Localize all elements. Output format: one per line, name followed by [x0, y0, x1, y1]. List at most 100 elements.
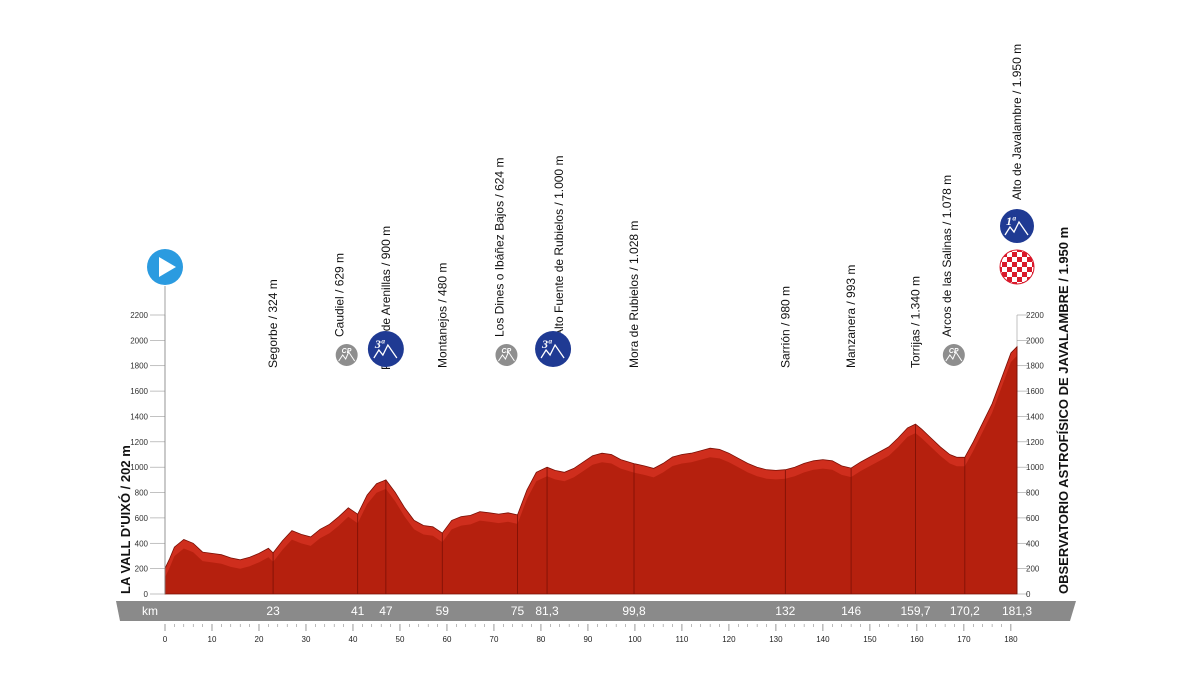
svg-text:CP: CP: [501, 348, 511, 355]
route-point: 23 Segorbe / 324 m: [266, 279, 280, 618]
route-point-name: Torrijas / 1.340 m: [908, 276, 922, 368]
elevation-highlight: [165, 346, 1017, 578]
play-icon: [159, 257, 176, 277]
x-tick-label: 130: [769, 635, 783, 644]
elevation-series: [165, 346, 1017, 594]
route-point: 41 Caudiel / 629 m CP: [333, 253, 365, 618]
route-point: 99,8 Mora de Rubielos / 1.028 m: [622, 221, 646, 618]
y-tick-label-right: 1200: [1026, 438, 1044, 447]
x-tick-label: 140: [816, 635, 830, 644]
sprint-badge-icon: CP: [335, 344, 358, 366]
y-tick-label-right: 200: [1026, 565, 1040, 574]
y-tick-label: 1600: [130, 387, 148, 396]
route-point-name: Montanejos / 480 m: [435, 263, 449, 368]
x-tick-label: 150: [863, 635, 877, 644]
route-point: 146 Manzanera / 993 m: [841, 265, 861, 618]
profile-area: [164, 345, 1018, 595]
x-tick-label: 170: [957, 635, 971, 644]
y-tick-label-right: 400: [1026, 539, 1040, 548]
route-point-name: Caudiel / 629 m: [333, 253, 347, 337]
y-tick-label-right: 2000: [1026, 336, 1044, 345]
svg-text:3ª: 3ª: [374, 337, 385, 351]
left-altitude-axis: 0 200 400 600 800 1000 1200 1400 1600 1800 2000 220…: [130, 311, 166, 599]
y-tick-label: 1800: [130, 362, 148, 371]
y-tick-label: 800: [135, 489, 149, 498]
svg-text:1ª: 1ª: [1006, 214, 1016, 228]
y-tick-label: 600: [135, 514, 149, 523]
km-band-shape: [116, 601, 1076, 621]
route-point-km: 81,3: [535, 604, 559, 618]
route-point-name: Alto Fuente de Rubielos / 1.000 m: [552, 156, 566, 337]
route-point-km: 41: [351, 604, 365, 618]
climb-category-badge-icon: 1ª: [1000, 209, 1034, 243]
y-tick-label-right: 600: [1026, 514, 1040, 523]
climb-category-badge-icon: 3ª: [535, 331, 572, 367]
y-tick-label: 0: [144, 590, 149, 599]
route-point-km: 146: [841, 604, 861, 618]
y-tick-label: 2200: [130, 311, 148, 320]
svg-text:3ª: 3ª: [541, 337, 552, 351]
route-point-km: 23: [266, 604, 280, 618]
route-point-km: 99,8: [622, 604, 646, 618]
y-tick-label: 1000: [130, 463, 148, 472]
x-tick-label: 180: [1004, 635, 1018, 644]
route-point-name: Mora de Rubielos / 1.028 m: [627, 221, 641, 368]
finish-label: OBSERVATORIO ASTROFÍSICO DE JAVALAMBRE /…: [1056, 227, 1071, 594]
y-tick-label-right: 2200: [1026, 311, 1044, 320]
route-point-name: Sarrión / 980 m: [778, 286, 792, 368]
route-point: 159,7 Torrijas / 1.340 m: [900, 276, 930, 618]
y-tick-label-right: 1600: [1026, 387, 1044, 396]
x-tick-label: 70: [490, 635, 499, 644]
route-point-name: Manzanera / 993 m: [844, 265, 858, 368]
route-point: 181,3 Alto de Javalambre / 1.950 m 1ª: [1000, 44, 1034, 618]
y-tick-label: 1400: [130, 412, 148, 421]
y-tick-label-right: 1400: [1026, 412, 1044, 421]
y-tick-label-right: 800: [1026, 489, 1040, 498]
route-point-km: 132: [775, 604, 795, 618]
finish-flag-icon: [999, 249, 1035, 285]
route-point-km: 159,7: [900, 604, 930, 618]
x-tick-label: 100: [628, 635, 642, 644]
climb-category-badge-icon: 3ª: [367, 331, 404, 367]
x-tick-label: 0: [163, 635, 168, 644]
route-point-name: Los Dines o Ibáñez Bajos / 624 m: [492, 158, 506, 337]
x-tick-label: 20: [255, 635, 264, 644]
route-point-km: 47: [379, 604, 393, 618]
x-tick-label: 60: [443, 635, 452, 644]
x-tick-label: 40: [349, 635, 358, 644]
y-tick-label-right: 0: [1026, 590, 1031, 599]
x-tick-label: 160: [910, 635, 924, 644]
sprint-badge-icon: CP: [495, 344, 518, 366]
x-tick-label: 110: [676, 635, 689, 644]
y-tick-label-right: 1800: [1026, 362, 1044, 371]
route-point-name: Alto de Javalambre / 1.950 m: [1010, 44, 1024, 200]
x-tick-label: 120: [722, 635, 736, 644]
x-tick-label: 80: [536, 635, 545, 644]
route-point: 132 Sarrión / 980 m: [775, 286, 795, 618]
route-point-km: 59: [436, 604, 450, 618]
route-point-km: 170,2: [950, 604, 980, 618]
y-tick-label: 1200: [130, 438, 148, 447]
y-tick-label: 400: [135, 539, 149, 548]
route-point-name: Segorbe / 324 m: [266, 279, 280, 368]
route-point: 81,3 Alto Fuente de Rubielos / 1.000 m3ª: [535, 156, 572, 618]
elevation-outline: [164, 345, 1018, 595]
x-tick-label: 50: [396, 635, 405, 644]
route-point-name: Arcos de las Salinas / 1.078 m: [940, 175, 954, 337]
sprint-badge-icon: CP: [942, 344, 965, 366]
svg-text:CP: CP: [342, 348, 352, 355]
route-point-km: 181,3: [1002, 604, 1032, 618]
right-altitude-axis: 0 200 400 600 800 1000 1200 1400 1600 1800 2000 220…: [1016, 311, 1044, 599]
route-point: 170,2 Arcos de las Salinas / 1.078 m CP: [940, 175, 980, 618]
y-tick-label-right: 1000: [1026, 463, 1044, 472]
y-tick-label: 200: [135, 565, 149, 574]
km-band: km: [116, 601, 1076, 621]
x-tick-label: 90: [583, 635, 592, 644]
km-axis-label: km: [142, 604, 158, 618]
start-label: LA VALL D'UIXÓ / 202 m: [118, 445, 133, 594]
x-tick-label: 10: [208, 635, 217, 644]
x-tick-label: 30: [302, 635, 311, 644]
svg-text:CP: CP: [949, 348, 959, 355]
y-tick-label: 2000: [130, 336, 148, 345]
